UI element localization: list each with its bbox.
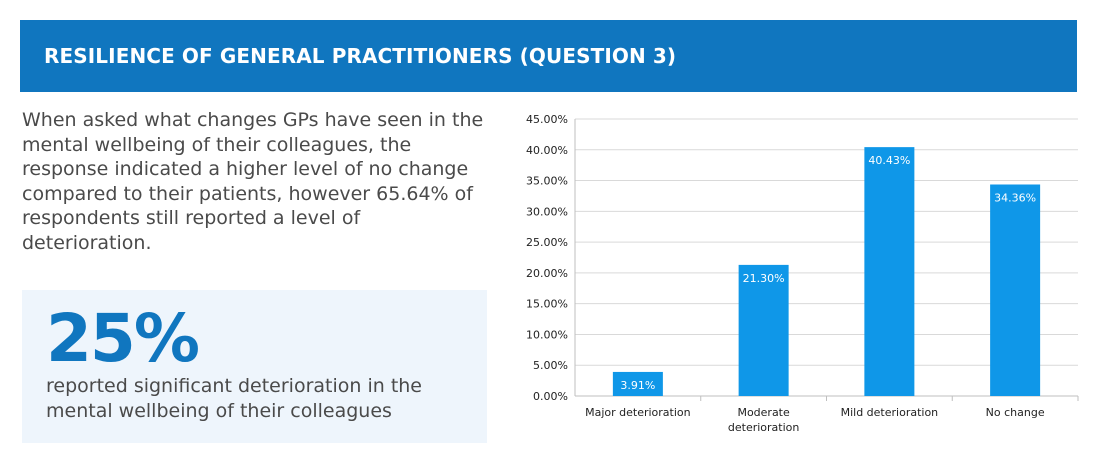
y-tick-label: 10.00% [526,328,568,341]
y-tick-label: 5.00% [533,359,568,372]
y-tick-label: 25.00% [526,236,568,249]
x-tick-label: deterioration [728,421,800,434]
data-label: 40.43% [868,154,910,167]
x-tick-label: Moderate [737,406,790,419]
x-tick-label: Major deterioration [585,406,691,419]
bar [612,371,663,396]
x-tick-label: Mild deterioration [841,406,939,419]
data-label: 3.91% [620,379,655,392]
y-tick-label: 40.00% [526,144,568,157]
y-tick-label: 35.00% [526,175,568,188]
intro-paragraph: When asked what changes GPs have seen in… [22,109,484,254]
y-tick-label: 20.00% [526,267,568,280]
bar-chart: 0.00% 5.00% 10.00% 15.00% 20.00% 25.00% 30.00%… [526,113,1079,434]
highlight-box: 25% reported significant deterioration i… [22,290,487,443]
highlight-caption: reported significant deterioration in th… [46,375,423,422]
y-tick-label: 30.00% [526,205,568,218]
page-title: RESILIENCE OF GENERAL PRACTITIONERS (QUE… [44,44,677,68]
highlight-stat: 25% [46,300,200,377]
y-tick-label: 15.00% [526,298,568,311]
y-tick-label: 0.00% [533,390,568,403]
x-tick-label: No change [986,406,1045,419]
header-banner: RESILIENCE OF GENERAL PRACTITIONERS (QUE… [20,20,1077,92]
bar [738,264,789,396]
data-label: 34.36% [994,191,1036,204]
y-tick-label: 45.00% [526,113,568,126]
data-label: 21.30% [743,272,785,285]
bar [990,184,1041,396]
bar [864,147,915,396]
